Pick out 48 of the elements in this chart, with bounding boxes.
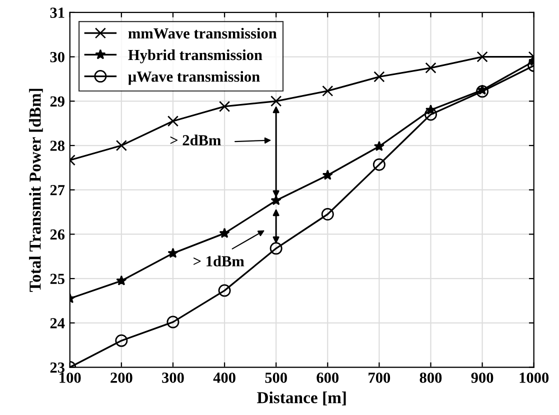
- point: [476, 51, 488, 62]
- point: [115, 334, 128, 347]
- point: [218, 284, 231, 297]
- y-tick-label: 27: [50, 185, 65, 196]
- legend-label: mmWave transmission: [128, 28, 277, 39]
- y-tick-label: 26: [50, 229, 65, 240]
- y-tick-label: 28: [50, 140, 65, 151]
- point: [116, 275, 127, 286]
- x-tick-label: 100: [60, 372, 81, 383]
- point: [116, 140, 127, 152]
- point: [322, 170, 333, 180]
- x-tick-label: 700: [368, 372, 390, 383]
- point: [374, 140, 385, 152]
- point: [168, 248, 178, 258]
- point: [270, 96, 282, 107]
- x-tick-label: 400: [213, 372, 236, 383]
- point: [270, 194, 282, 206]
- point: [372, 158, 386, 171]
- y-axis-title: Total Transmit Power [dBm]: [29, 88, 43, 292]
- point: [270, 242, 282, 255]
- point: [424, 108, 437, 121]
- x-tick-label: 800: [420, 372, 442, 383]
- x-tick-label: 500: [265, 372, 287, 383]
- y-tick-label: 23: [50, 362, 64, 373]
- point: [321, 208, 334, 221]
- point: [425, 62, 436, 74]
- point: [218, 100, 230, 112]
- point: [322, 85, 334, 97]
- point: [167, 116, 179, 127]
- y-tick-label: 24: [50, 318, 65, 328]
- y-tick-label: 29: [50, 96, 64, 107]
- x-tick-label: 900: [471, 372, 494, 383]
- y-tick-label: 25: [50, 274, 64, 284]
- x-tick-label: 300: [162, 372, 184, 383]
- point: [219, 228, 230, 238]
- point: [476, 85, 489, 98]
- annotation: > 2dBm: [170, 134, 221, 146]
- annotation: > 1dBm: [194, 256, 244, 266]
- point: [166, 316, 180, 328]
- y-tick-label: 30: [50, 52, 64, 62]
- x-tick-label: 600: [316, 372, 339, 383]
- x-tick-label: 1000: [520, 372, 549, 383]
- x-tick-label: 200: [110, 372, 132, 383]
- x-axis-title: Distance [m]: [257, 392, 346, 406]
- legend-label: Hybrid transmission: [128, 49, 262, 64]
- y-tick-label: 31: [50, 8, 64, 18]
- legend-label: μWave transmission: [128, 71, 260, 85]
- point: [374, 71, 385, 82]
